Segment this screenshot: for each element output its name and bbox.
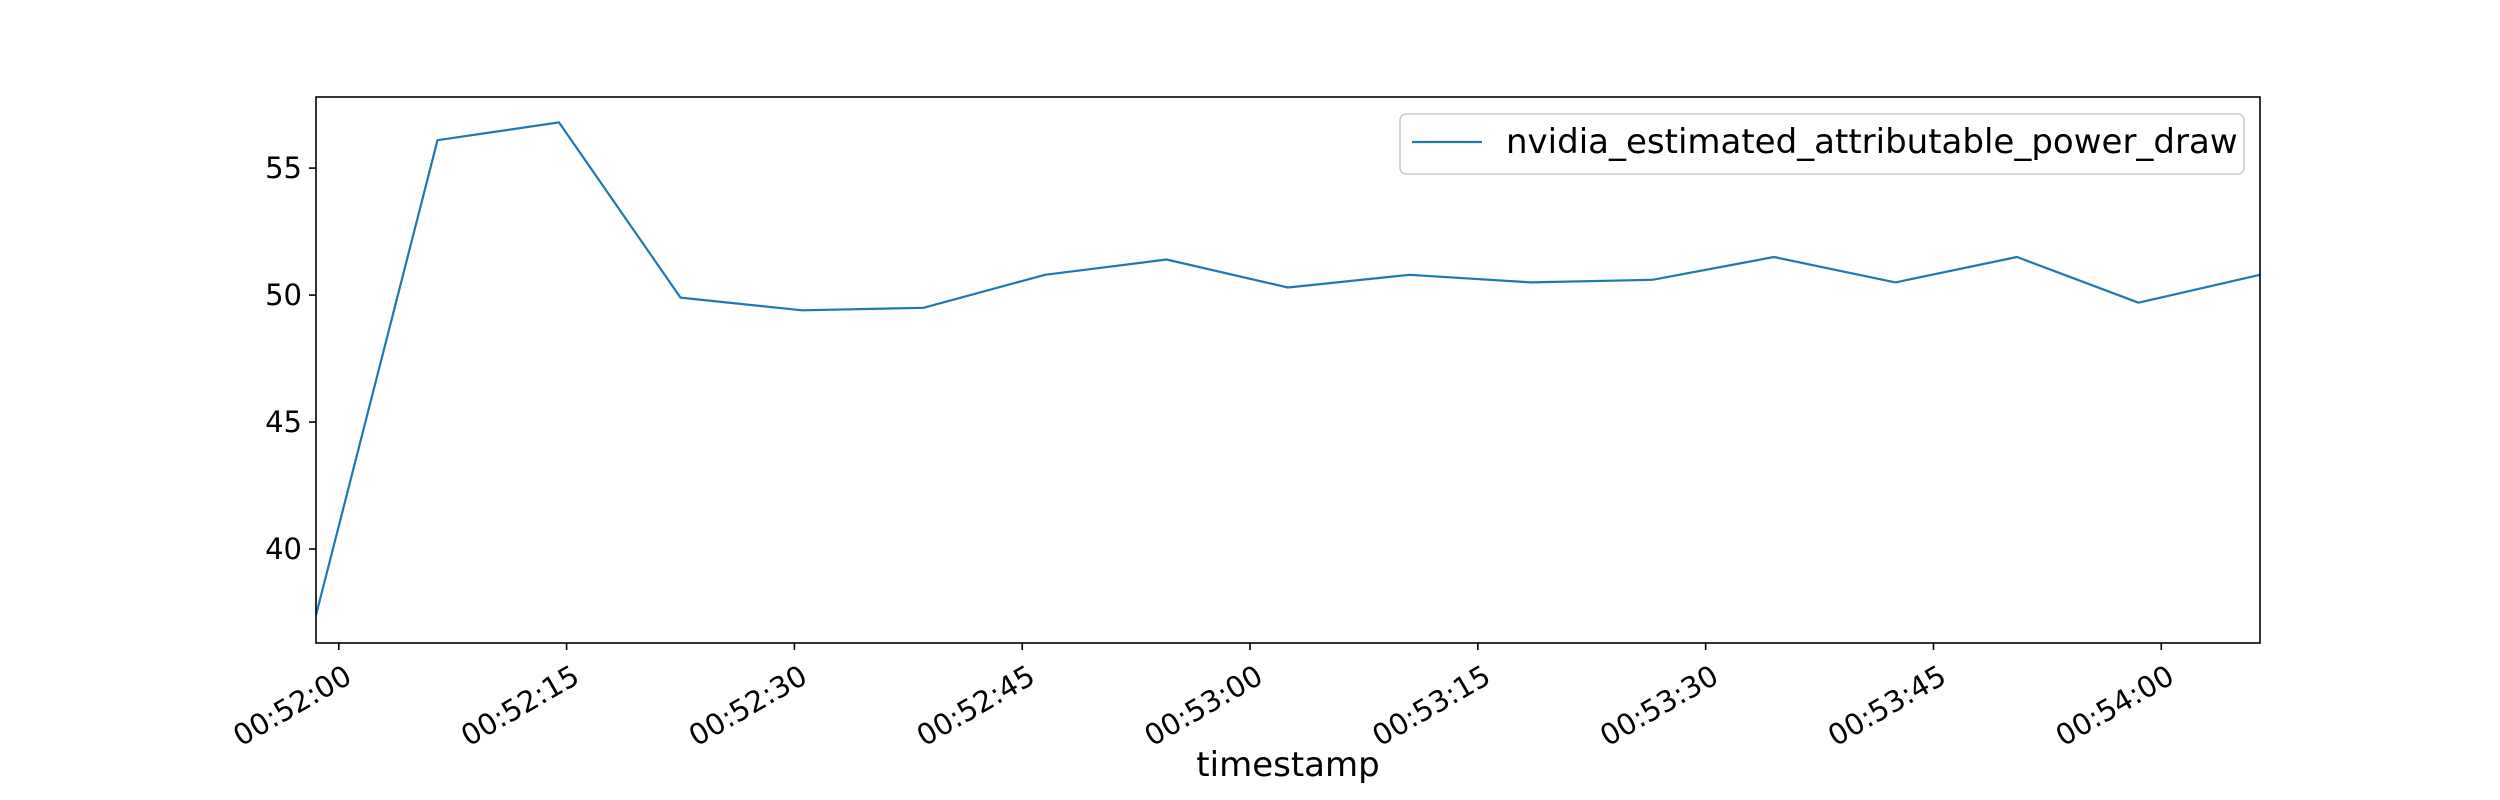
y-axis: 40 45 50 55 [265, 151, 316, 566]
legend-series-label: nvidia_estimated_attributable_power_draw [1506, 122, 2238, 162]
plot-area [316, 97, 2260, 643]
y-tick-label: 45 [265, 405, 302, 439]
legend-box [1399, 113, 2245, 175]
series-line [314, 121, 2261, 616]
y-tick-label: 50 [265, 278, 302, 312]
x-axis-title: timestamp [1196, 745, 1379, 785]
y-tick-label: 40 [265, 532, 302, 566]
series-layer [314, 121, 2261, 616]
legend: nvidia_estimated_attributable_power_draw [1399, 113, 2245, 175]
plot-frame [315, 96, 2261, 644]
y-tick-label: 55 [265, 151, 302, 185]
